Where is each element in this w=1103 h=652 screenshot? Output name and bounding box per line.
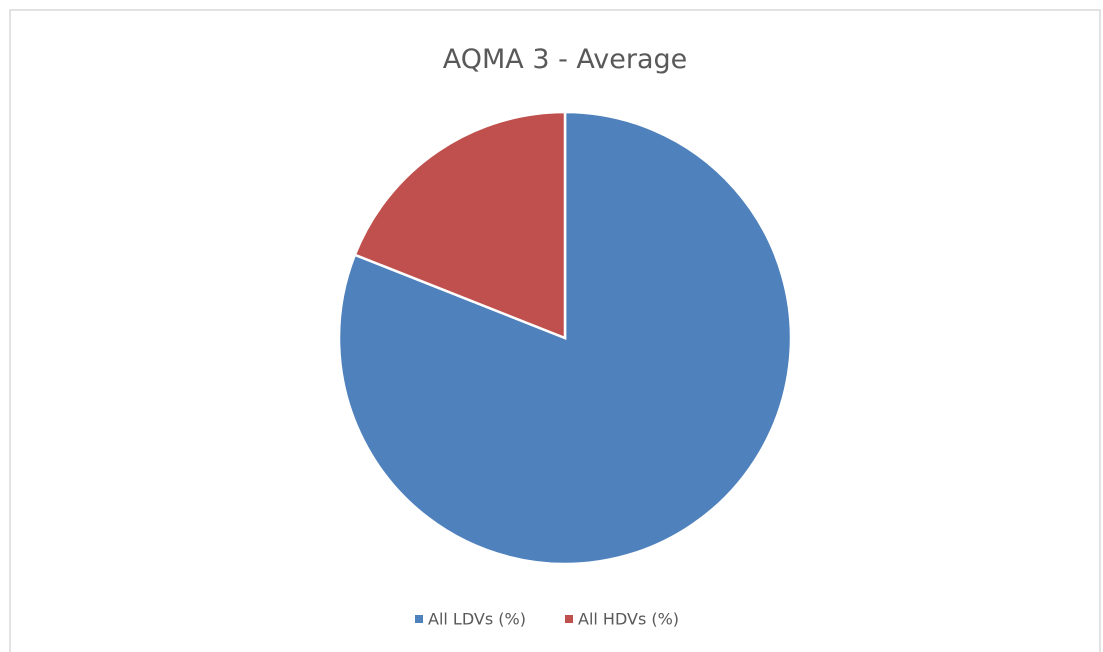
chart-title: AQMA 3 - Average (443, 44, 688, 75)
legend-swatch (565, 615, 573, 623)
pie (337, 110, 793, 566)
pie-slice (353, 110, 567, 340)
legend-swatch (415, 615, 423, 623)
legend: All LDVs (%) All HDVs (%) (415, 610, 679, 629)
legend-label: All LDVs (%) (428, 610, 526, 629)
legend-label: All HDVs (%) (578, 610, 679, 629)
